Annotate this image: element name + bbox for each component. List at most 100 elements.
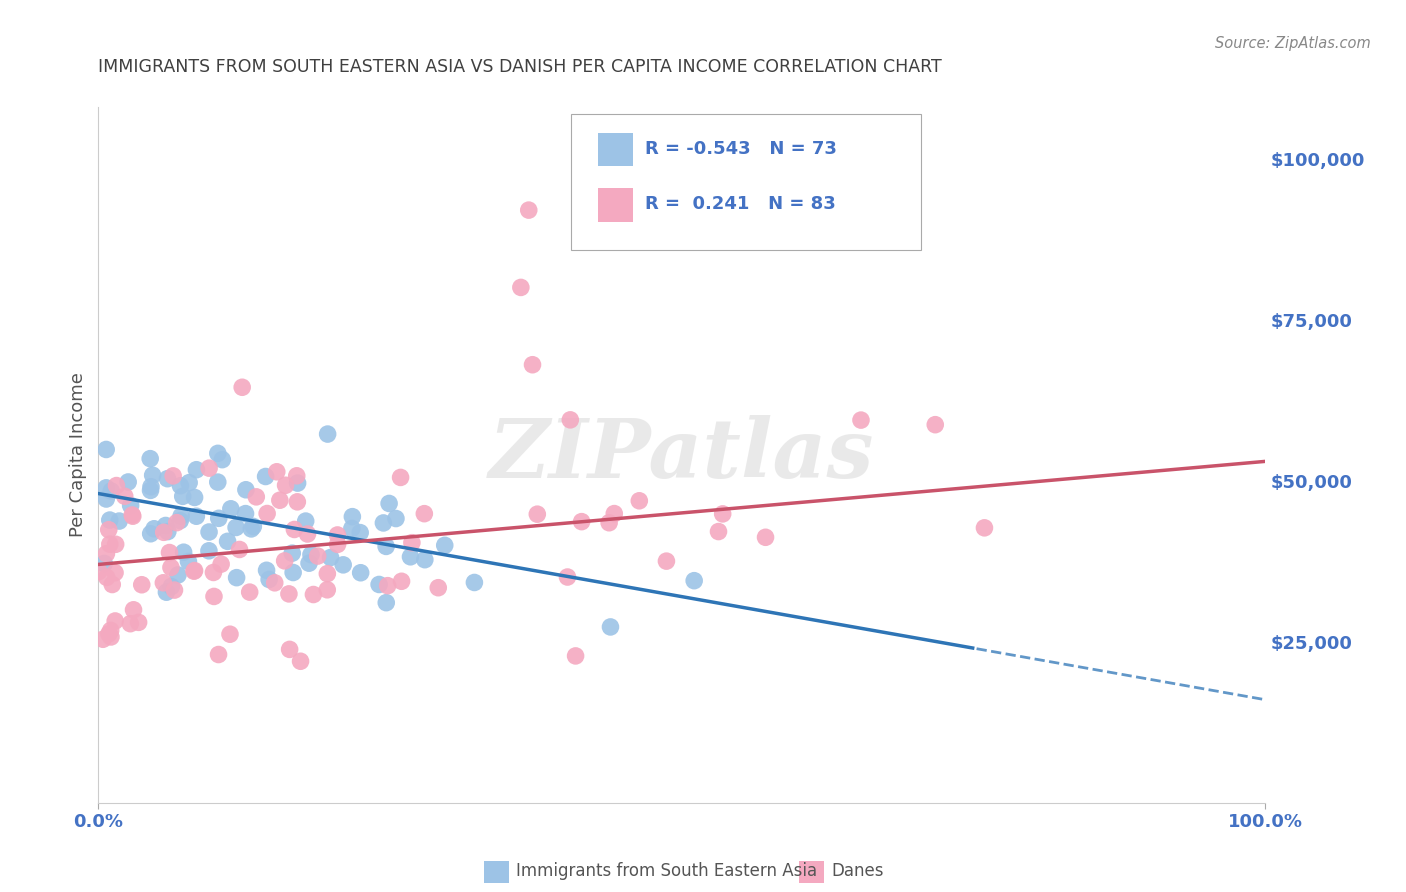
Point xyxy=(239,585,262,599)
Point xyxy=(162,469,184,483)
Point xyxy=(219,501,242,516)
Point xyxy=(169,479,191,493)
Point xyxy=(463,575,485,590)
FancyBboxPatch shape xyxy=(598,133,633,166)
Point xyxy=(142,468,165,483)
Point xyxy=(177,554,200,568)
Text: Source: ZipAtlas.com: Source: ZipAtlas.com xyxy=(1215,36,1371,51)
Point xyxy=(274,478,297,492)
Point xyxy=(198,461,221,475)
Point xyxy=(100,483,122,498)
Point xyxy=(202,590,225,604)
Point xyxy=(207,648,229,662)
FancyBboxPatch shape xyxy=(484,861,509,883)
Point xyxy=(285,495,308,509)
Point xyxy=(121,508,143,522)
Point xyxy=(139,526,162,541)
Text: R = -0.543   N = 73: R = -0.543 N = 73 xyxy=(644,140,837,158)
Point xyxy=(375,540,398,554)
Point xyxy=(564,648,586,663)
Point xyxy=(278,642,301,657)
Point xyxy=(198,524,221,539)
Point xyxy=(628,493,651,508)
Point xyxy=(93,557,115,571)
Point xyxy=(152,575,174,590)
Point xyxy=(571,515,593,529)
Point xyxy=(389,470,412,484)
Point xyxy=(266,465,288,479)
Point xyxy=(160,560,183,574)
Point xyxy=(96,547,118,561)
Point xyxy=(155,518,177,533)
Point xyxy=(240,522,263,536)
Point xyxy=(385,511,408,525)
Point xyxy=(307,549,329,563)
Point xyxy=(302,588,325,602)
Point xyxy=(156,524,179,539)
Point xyxy=(427,581,450,595)
Point xyxy=(172,489,194,503)
Point xyxy=(117,475,139,489)
Point xyxy=(186,463,208,477)
Point xyxy=(273,554,295,568)
FancyBboxPatch shape xyxy=(571,114,921,250)
Point xyxy=(208,511,231,525)
Point xyxy=(319,550,342,565)
Point xyxy=(96,491,118,506)
Point xyxy=(152,525,174,540)
Point xyxy=(256,563,278,577)
Point xyxy=(198,543,221,558)
Point xyxy=(97,523,120,537)
Point xyxy=(298,556,321,570)
Point xyxy=(399,549,422,564)
Point xyxy=(340,521,363,535)
Point xyxy=(281,546,304,560)
Point xyxy=(256,507,278,521)
Point xyxy=(121,509,143,524)
Point xyxy=(316,582,339,597)
Point xyxy=(120,616,142,631)
Point xyxy=(754,530,776,544)
Point xyxy=(101,577,124,591)
Point xyxy=(183,564,205,578)
Point xyxy=(326,528,349,542)
Point xyxy=(104,614,127,628)
Point xyxy=(287,476,309,491)
Point xyxy=(173,545,195,559)
Point xyxy=(973,521,995,535)
Point xyxy=(143,522,166,536)
Point xyxy=(97,627,120,641)
Point xyxy=(128,615,150,630)
Point xyxy=(433,538,456,552)
Point xyxy=(167,568,190,582)
Point xyxy=(104,566,127,580)
Point xyxy=(139,480,162,494)
Point xyxy=(269,493,291,508)
FancyBboxPatch shape xyxy=(598,188,633,222)
Point xyxy=(509,280,531,294)
Point xyxy=(100,630,122,644)
Point xyxy=(377,579,399,593)
Point xyxy=(122,603,145,617)
Point xyxy=(225,571,247,585)
Point xyxy=(96,570,118,584)
Point xyxy=(711,507,734,521)
Point xyxy=(526,507,548,521)
Point xyxy=(219,627,242,641)
Point xyxy=(655,554,678,568)
Point xyxy=(257,573,280,587)
Point xyxy=(209,557,232,571)
Text: R =  0.241   N = 83: R = 0.241 N = 83 xyxy=(644,195,835,213)
Point xyxy=(169,514,191,528)
Text: Immigrants from South Eastern Asia: Immigrants from South Eastern Asia xyxy=(516,862,817,880)
Point xyxy=(283,523,305,537)
Point xyxy=(522,358,544,372)
Point xyxy=(131,578,153,592)
Point xyxy=(517,203,540,218)
Point xyxy=(281,566,304,580)
Text: Danes: Danes xyxy=(831,862,884,880)
Point xyxy=(368,577,391,591)
Point xyxy=(170,508,193,523)
Point xyxy=(87,565,110,579)
Point xyxy=(373,516,395,530)
